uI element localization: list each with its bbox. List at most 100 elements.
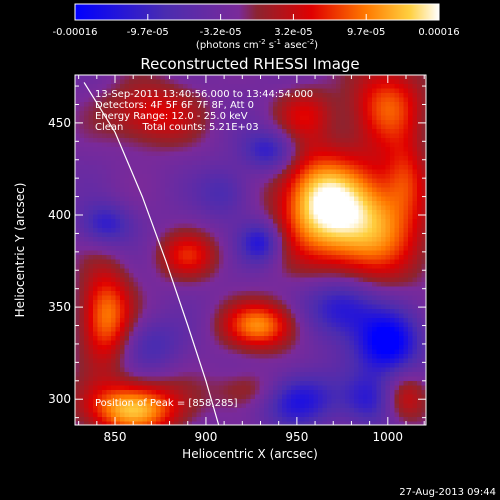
heatmap-cell bbox=[84, 169, 89, 175]
heatmap-cell bbox=[246, 214, 251, 220]
heatmap-cell bbox=[268, 345, 274, 350]
heatmap-cell bbox=[390, 196, 395, 202]
heatmap-cell bbox=[124, 120, 130, 125]
heatmap-cell bbox=[255, 255, 260, 260]
heatmap-cell bbox=[93, 142, 98, 148]
heatmap-cell bbox=[282, 318, 287, 323]
heatmap-cell bbox=[385, 259, 391, 265]
heatmap-cell bbox=[79, 246, 85, 251]
heatmap-cell bbox=[417, 124, 422, 130]
heatmap-cell bbox=[142, 165, 148, 170]
heatmap-cell bbox=[421, 187, 426, 193]
heatmap-cell bbox=[282, 214, 287, 220]
heatmap-cell bbox=[205, 201, 211, 206]
heatmap-cell bbox=[259, 120, 265, 125]
heatmap-cell bbox=[138, 286, 143, 292]
heatmap-cell bbox=[79, 84, 85, 89]
heatmap-cell bbox=[277, 295, 283, 301]
heatmap-cell bbox=[399, 264, 404, 269]
heatmap-cell bbox=[367, 228, 373, 233]
heatmap-cell bbox=[210, 156, 215, 161]
heatmap-cell bbox=[250, 151, 256, 157]
heatmap-cell bbox=[340, 79, 346, 85]
heatmap-cell bbox=[363, 354, 368, 359]
heatmap-cell bbox=[106, 79, 112, 85]
heatmap-cell bbox=[147, 250, 152, 256]
heatmap-cell bbox=[210, 210, 215, 215]
heatmap-cell bbox=[219, 165, 224, 170]
heatmap-cell bbox=[259, 273, 265, 278]
heatmap-cell bbox=[390, 115, 395, 121]
heatmap-cell bbox=[174, 304, 179, 310]
heatmap-cell bbox=[385, 336, 391, 341]
heatmap-cell bbox=[138, 93, 143, 98]
heatmap-cell bbox=[223, 336, 229, 341]
heatmap-cell bbox=[210, 255, 215, 260]
heatmap-cell bbox=[133, 336, 139, 341]
heatmap-cell bbox=[304, 142, 310, 148]
heatmap-cell bbox=[174, 201, 179, 206]
heatmap-cell bbox=[264, 228, 269, 233]
heatmap-cell bbox=[264, 349, 269, 355]
heatmap-cell bbox=[277, 133, 283, 139]
heatmap-cell bbox=[115, 174, 121, 179]
heatmap-cell bbox=[237, 345, 242, 350]
heatmap-cell bbox=[277, 160, 283, 166]
heatmap-cell bbox=[349, 205, 355, 211]
heatmap-cell bbox=[367, 354, 373, 359]
heatmap-cell bbox=[133, 282, 139, 287]
heatmap-cell bbox=[385, 192, 391, 197]
heatmap-cell bbox=[277, 201, 283, 206]
heatmap-cell bbox=[106, 133, 112, 139]
heatmap-cell bbox=[408, 102, 413, 107]
heatmap-cell bbox=[282, 205, 287, 211]
heatmap-cell bbox=[93, 322, 98, 328]
heatmap-cell bbox=[318, 210, 323, 215]
heatmap-cell bbox=[345, 286, 350, 292]
heatmap-cell bbox=[138, 214, 143, 220]
heatmap-cell bbox=[309, 259, 314, 265]
heatmap-cell bbox=[417, 178, 422, 184]
heatmap-cell bbox=[327, 88, 332, 94]
heatmap-cell bbox=[286, 345, 292, 350]
heatmap-cell bbox=[376, 232, 382, 238]
heatmap-cell bbox=[75, 169, 80, 175]
heatmap-cell bbox=[133, 304, 139, 310]
heatmap-cell bbox=[102, 291, 107, 296]
heatmap-cell bbox=[142, 331, 148, 337]
heatmap-cell bbox=[232, 106, 238, 112]
heatmap-cell bbox=[196, 232, 202, 238]
heatmap-cell bbox=[345, 84, 350, 89]
heatmap-cell bbox=[129, 291, 134, 296]
heatmap-cell bbox=[183, 300, 188, 305]
heatmap-cell bbox=[412, 183, 418, 188]
heatmap-cell bbox=[412, 84, 418, 89]
heatmap-cell bbox=[399, 201, 404, 206]
heatmap-cell bbox=[313, 75, 319, 80]
heatmap-cell bbox=[363, 331, 368, 337]
heatmap-cell bbox=[349, 264, 355, 269]
heatmap-cell bbox=[178, 106, 184, 112]
heatmap-cell bbox=[313, 174, 319, 179]
heatmap-cell bbox=[304, 300, 310, 305]
heatmap-cell bbox=[286, 349, 292, 355]
heatmap-cell bbox=[120, 165, 125, 170]
heatmap-cell bbox=[358, 210, 364, 215]
heatmap-cell bbox=[363, 282, 368, 287]
heatmap-cell bbox=[79, 228, 85, 233]
heatmap-cell bbox=[363, 246, 368, 251]
heatmap-cell bbox=[295, 322, 301, 328]
heatmap-cell bbox=[318, 201, 323, 206]
heatmap-cell bbox=[165, 354, 170, 359]
heatmap-cell bbox=[349, 174, 355, 179]
heatmap-cell bbox=[385, 219, 391, 224]
heatmap-cell bbox=[381, 300, 386, 305]
heatmap-cell bbox=[246, 313, 251, 319]
heatmap-cell bbox=[300, 169, 305, 175]
heatmap-cell bbox=[304, 133, 310, 139]
heatmap-cell bbox=[223, 196, 229, 202]
heatmap-cell bbox=[277, 147, 283, 152]
heatmap-cell bbox=[286, 160, 292, 166]
heatmap-cell bbox=[187, 196, 193, 202]
heatmap-cell bbox=[142, 255, 148, 260]
